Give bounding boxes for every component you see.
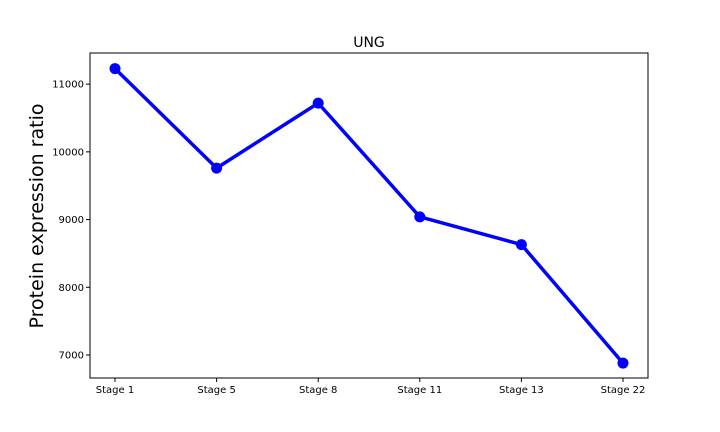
plot-frame <box>89 52 649 379</box>
y-axis-ticks: 7000 8000 9000 10000 11000 <box>52 80 90 361</box>
data-point <box>312 97 324 109</box>
x-tick-label: Stage 11 <box>397 385 442 396</box>
y-tick-label: 10000 <box>52 147 84 158</box>
data-point <box>617 357 629 369</box>
x-tick-label: Stage 1 <box>96 385 134 396</box>
y-axis-label: Protein expression ratio <box>26 104 48 329</box>
y-tick-label: 9000 <box>59 215 84 226</box>
x-axis-ticks: Stage 1 Stage 5 Stage 8 Stage 11 Stage 13 Sta… <box>96 378 646 396</box>
y-tick-label: 11000 <box>52 80 84 91</box>
y-tick-label: 7000 <box>59 350 84 361</box>
plot-marks <box>109 63 629 369</box>
data-point <box>414 211 426 223</box>
x-tick-label: Stage 5 <box>197 385 235 396</box>
y-tick-label: 8000 <box>59 283 84 294</box>
series-line <box>113 67 625 365</box>
data-point <box>211 162 223 174</box>
chart-title: UNG <box>353 35 385 51</box>
x-tick-label: Stage 8 <box>299 385 337 396</box>
data-point <box>515 239 527 251</box>
x-tick-label: Stage 13 <box>499 385 544 396</box>
data-point <box>109 63 121 75</box>
x-tick-label: Stage 22 <box>601 385 646 396</box>
